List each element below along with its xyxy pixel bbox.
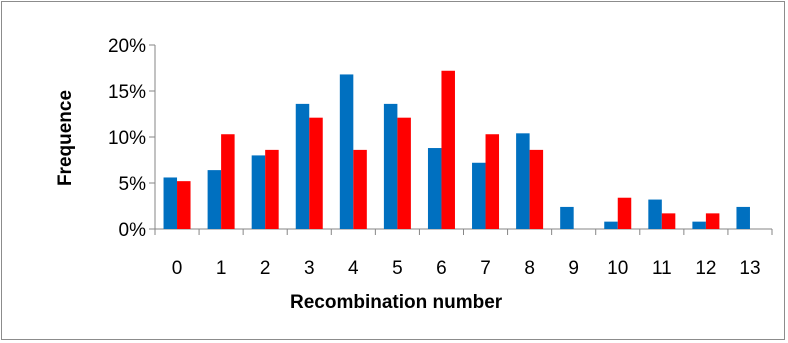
bar-series-1: [207, 170, 222, 229]
bar-series-2: [617, 197, 632, 229]
x-tick-label: 4: [348, 258, 359, 279]
y-tick-label: 20%: [108, 36, 146, 57]
x-tick-label: 9: [568, 258, 579, 279]
x-tick-label: 11: [652, 258, 672, 279]
x-tick-label: 0: [172, 258, 183, 279]
bar-series-2: [529, 149, 544, 229]
bar-series-1: [736, 206, 750, 229]
x-tick-label: 6: [436, 258, 447, 279]
plot-area: 0%5%10%15%20%0 1 2 3 4 5 6 7 8 9 10 11 12 13: [108, 36, 773, 279]
bar-series-2: [177, 181, 191, 229]
bar-series-2: [397, 117, 411, 229]
bar-series-2: [705, 213, 720, 229]
x-tick-label: 3: [304, 258, 315, 279]
bar-series-2: [221, 134, 235, 229]
bar-series-1: [604, 221, 618, 229]
bar-series-1: [251, 155, 266, 229]
bar-series-1: [648, 199, 662, 229]
x-tick-label: 1: [216, 258, 227, 279]
bar-series-2: [309, 117, 323, 229]
y-tick-label: 5%: [119, 174, 147, 195]
bar-series-2: [265, 149, 279, 229]
y-tick-label: 10%: [108, 128, 146, 149]
bar-series-1: [427, 148, 442, 229]
bar-series-1: [560, 206, 574, 229]
x-axis-title: Recombination number: [290, 292, 503, 313]
bar-series-1: [516, 133, 530, 229]
bar-series-2: [661, 213, 676, 229]
x-tick-label: 13: [739, 258, 760, 279]
y-axis-title: Frequence: [55, 90, 76, 186]
y-tick-label: 15%: [108, 82, 146, 103]
x-tick-label: 2: [260, 258, 271, 279]
bar-series-1: [163, 177, 178, 229]
bar-series-1: [692, 221, 706, 229]
x-tick-label: 10: [607, 258, 628, 279]
bar-series-1: [383, 103, 398, 229]
bar-series-1: [295, 103, 310, 229]
x-tick-label: 7: [480, 258, 491, 279]
bar-series-2: [353, 149, 367, 229]
x-tick-label: 5: [392, 258, 403, 279]
x-tick-label: 8: [524, 258, 535, 279]
bar-series-1: [472, 162, 486, 229]
bar-series-1: [339, 74, 354, 229]
bar-series-2: [485, 134, 500, 229]
y-tick-label: 0%: [119, 220, 147, 241]
bar-series-2: [441, 70, 455, 229]
x-tick-label: 12: [695, 258, 716, 279]
